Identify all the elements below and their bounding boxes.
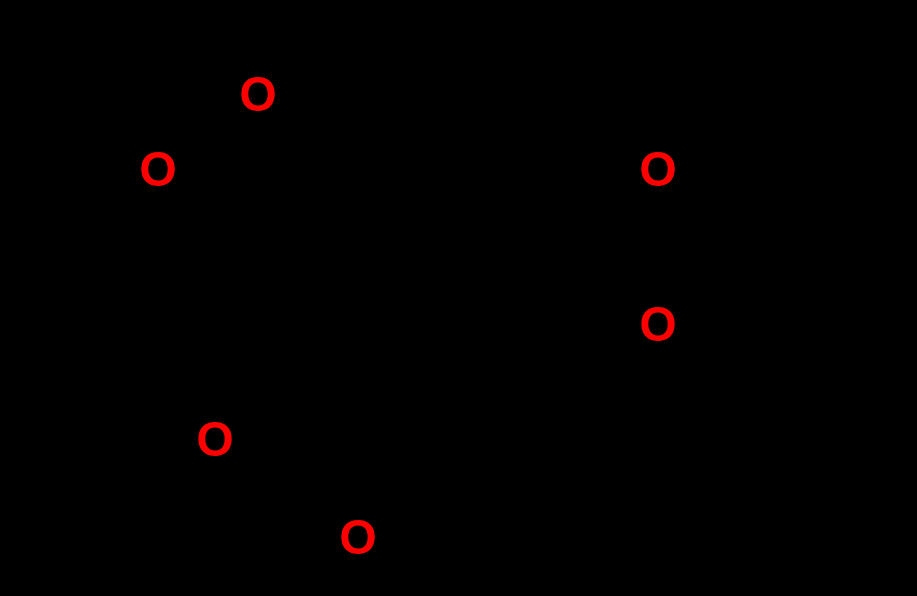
atom-label-o: O bbox=[139, 144, 176, 197]
molecule-diagram: O O O O O O bbox=[0, 0, 917, 596]
atom-label-o: O bbox=[639, 299, 676, 352]
canvas-background bbox=[0, 0, 917, 596]
atom-label-o: O bbox=[239, 69, 276, 122]
atom-label-o: O bbox=[639, 144, 676, 197]
atom-label-o: O bbox=[339, 512, 376, 565]
atom-label-o: O bbox=[196, 414, 233, 467]
